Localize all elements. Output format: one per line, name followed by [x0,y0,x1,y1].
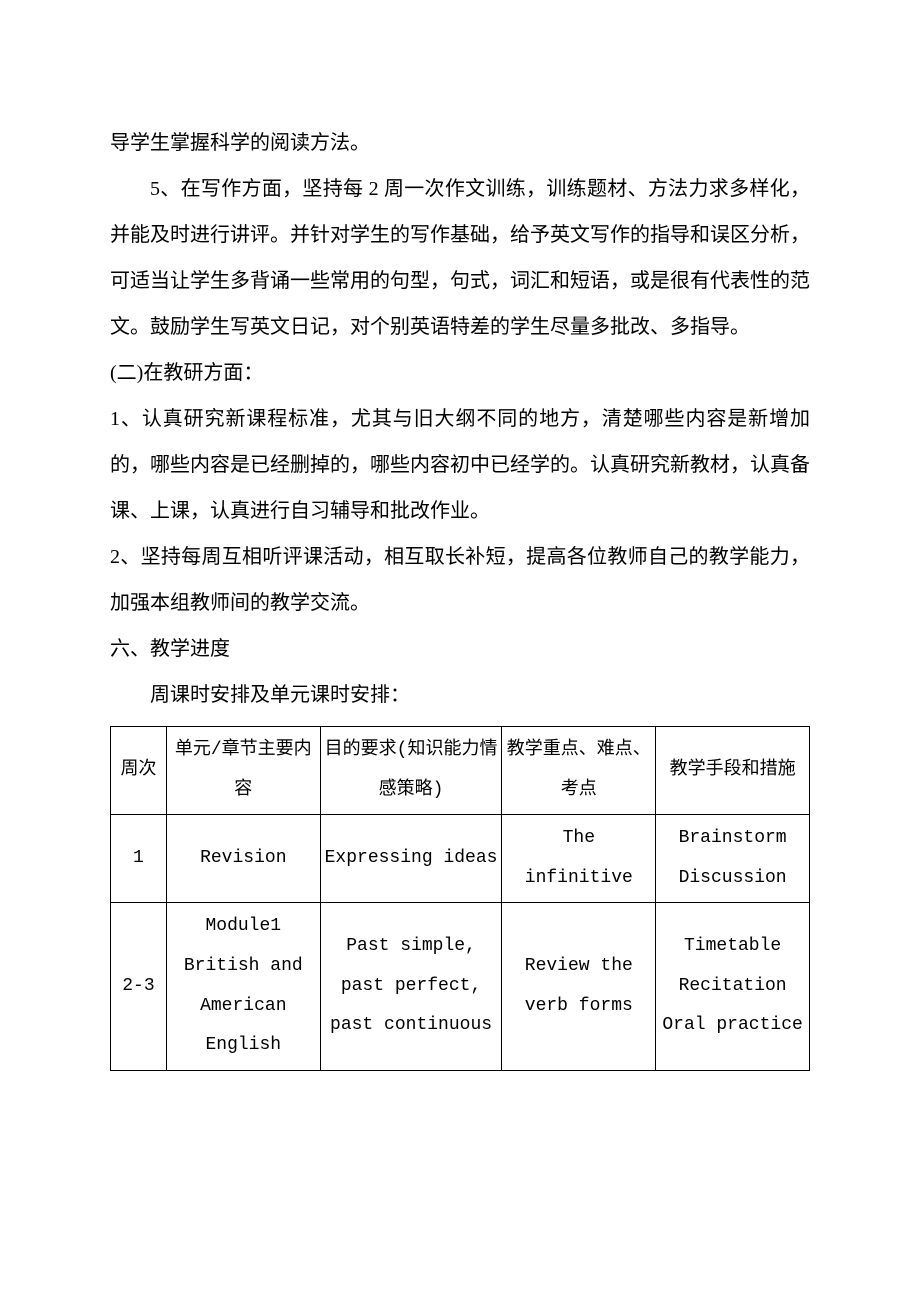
col-header-purpose: 目的要求(知识能力情感策略) [320,727,502,815]
col-header-content: 单元/章节主要内容 [166,727,320,815]
table-row: 1 Revision Expressing ideas The infiniti… [111,815,810,903]
cell-focus: Review the verb forms [502,903,656,1070]
paragraph-research-1: 1、认真研究新课程标准，尤其与旧大纲不同的地方，清楚哪些内容是新增加的，哪些内容… [110,396,810,534]
paragraph-lead: 导学生掌握科学的阅读方法。 [110,120,810,166]
cell-method: Timetable Recitation Oral practice [656,903,810,1070]
cell-purpose: Expressing ideas [320,815,502,903]
col-header-focus: 教学重点、难点、考点 [502,727,656,815]
cell-content: Revision [166,815,320,903]
table-row: 2-3 Module1 British and American English… [111,903,810,1070]
paragraph-item-5: 5、在写作方面，坚持每 2 周一次作文训练，训练题材、方法力求多样化，并能及时进… [110,166,810,350]
col-header-week: 周次 [111,727,167,815]
schedule-table: 周次 单元/章节主要内容 目的要求(知识能力情感策略) 教学重点、难点、考点 教… [110,726,810,1071]
table-header-row: 周次 单元/章节主要内容 目的要求(知识能力情感策略) 教学重点、难点、考点 教… [111,727,810,815]
schedule-intro: 周课时安排及单元课时安排： [110,672,810,718]
cell-week: 1 [111,815,167,903]
paragraph-research-2: 2、坚持每周互相听评课活动，相互取长补短，提高各位教师自己的教学能力，加强本组教… [110,534,810,626]
section-2-title: (二)在教研方面： [110,350,810,396]
section-6-title: 六、教学进度 [110,626,810,672]
col-header-method: 教学手段和措施 [656,727,810,815]
cell-purpose: Past simple, past perfect, past continuo… [320,903,502,1070]
cell-content: Module1 British and American English [166,903,320,1070]
cell-method: Brainstorm Discussion [656,815,810,903]
cell-focus: The infinitive [502,815,656,903]
cell-week: 2-3 [111,903,167,1070]
